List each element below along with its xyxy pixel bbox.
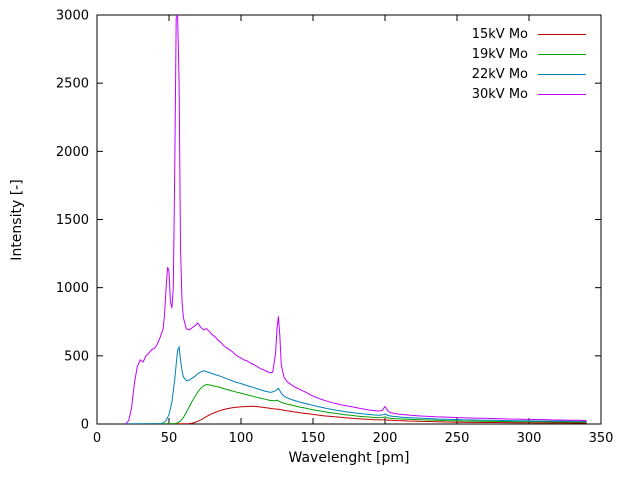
x-tick-label: 100 (229, 431, 254, 446)
y-tick-label: 500 (64, 349, 89, 364)
y-tick-label: 2000 (56, 145, 89, 160)
y-tick-label: 3000 (56, 9, 89, 24)
series-line-30kv-mo (125, 15, 587, 424)
x-tick-label: 300 (517, 431, 542, 446)
y-tick-label: 0 (81, 418, 89, 433)
y-tick-label: 1500 (56, 213, 89, 228)
legend-entry-30kv-mo: 30kV Mo (472, 84, 586, 104)
series-line-22kv-mo (125, 345, 587, 424)
y-axis-label: Intensity [-] (9, 179, 25, 261)
x-tick-label: 250 (445, 431, 470, 446)
legend-line-sample (538, 93, 586, 95)
legend: 15kV Mo 19kV Mo 22kV Mo 30kV Mo (472, 24, 586, 104)
x-tick-label: 50 (161, 431, 178, 446)
series-line-15kv-mo (125, 405, 587, 424)
x-tick-label: 150 (301, 431, 326, 446)
legend-line-sample (538, 53, 586, 55)
y-tick-label: 1000 (56, 281, 89, 296)
x-tick-label: 350 (589, 431, 614, 446)
legend-label: 15kV Mo (471, 26, 528, 42)
x-axis-label: Wavelenght [pm] (288, 450, 410, 466)
x-tick-label: 200 (373, 431, 398, 446)
legend-entry-15kv-mo: 15kV Mo (472, 24, 586, 44)
legend-entry-22kv-mo: 22kV Mo (472, 64, 586, 84)
legend-line-sample (538, 33, 586, 35)
legend-label: 19kV Mo (471, 46, 528, 62)
y-tick-label: 2500 (56, 77, 89, 92)
legend-entry-19kv-mo: 19kV Mo (472, 44, 586, 64)
series-line-19kv-mo (125, 383, 587, 424)
x-tick-label: 0 (93, 431, 101, 446)
legend-label: 22kV Mo (471, 66, 528, 82)
legend-label: 30kV Mo (471, 86, 528, 102)
legend-line-sample (538, 73, 586, 75)
